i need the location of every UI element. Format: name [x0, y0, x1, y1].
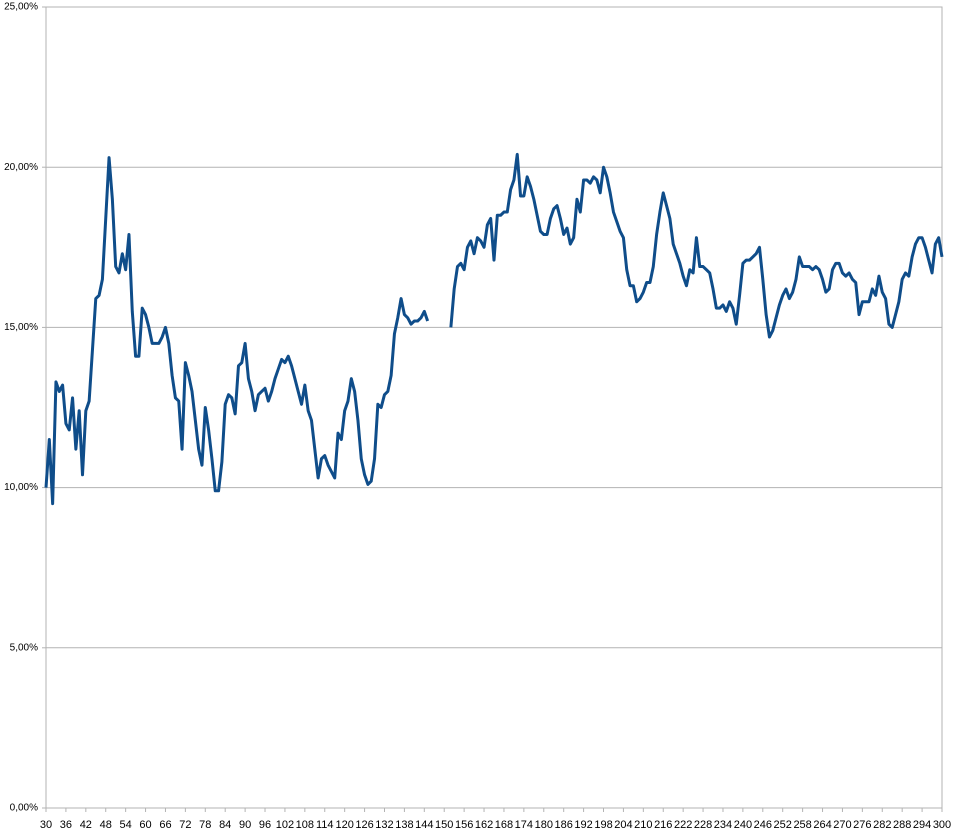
x-tick-label: 264	[813, 819, 831, 831]
x-tick-label: 114	[316, 819, 334, 831]
x-tick-label: 168	[495, 819, 513, 831]
y-tick-label: 5,00%	[10, 642, 38, 653]
x-tick-label: 150	[435, 819, 453, 831]
x-tick-label: 30	[40, 819, 52, 831]
x-tick-label: 54	[120, 819, 132, 831]
x-tick-label: 132	[375, 819, 393, 831]
x-tick-label: 276	[853, 819, 871, 831]
data-line	[44, 152, 944, 506]
x-tick-label: 78	[199, 819, 211, 831]
x-tick-label: 222	[674, 819, 692, 831]
y-tick-label: 0,00%	[10, 803, 38, 814]
y-tick-label: 20,00%	[4, 162, 38, 173]
x-tick-label: 246	[754, 819, 772, 831]
x-tick-label: 294	[913, 819, 931, 831]
x-tick-label: 102	[276, 819, 294, 831]
x-tick-label: 282	[873, 819, 891, 831]
y-tick-label: 15,00%	[4, 322, 38, 333]
x-tick-label: 198	[594, 819, 612, 831]
x-tick-label: 234	[714, 819, 732, 831]
x-tick-label: 180	[535, 819, 553, 831]
x-tick-label: 96	[259, 819, 271, 831]
x-tick-label: 252	[774, 819, 792, 831]
x-tick-label: 204	[614, 819, 632, 831]
x-tick-label: 270	[833, 819, 851, 831]
x-tick-label: 120	[335, 819, 353, 831]
x-tick-label: 84	[219, 819, 231, 831]
x-tick-label: 300	[933, 819, 951, 831]
x-tick-label: 42	[80, 819, 92, 831]
x-tick-label: 258	[793, 819, 811, 831]
x-tick-label: 228	[694, 819, 712, 831]
x-tick-label: 174	[515, 819, 533, 831]
x-tick-label: 90	[239, 819, 251, 831]
x-tick-label: 162	[475, 819, 493, 831]
x-tick-label: 192	[574, 819, 592, 831]
x-tick-label: 288	[893, 819, 911, 831]
x-tick-label: 126	[355, 819, 373, 831]
x-tick-label: 66	[159, 819, 171, 831]
x-tick-label: 156	[455, 819, 473, 831]
x-tick-label: 210	[634, 819, 652, 831]
x-tick-label: 240	[734, 819, 752, 831]
x-tick-label: 108	[296, 819, 314, 831]
x-tick-label: 48	[100, 819, 112, 831]
x-tick-label: 36	[60, 819, 72, 831]
x-tick-label: 138	[395, 819, 413, 831]
x-tick-label: 216	[654, 819, 672, 831]
y-tick-label: 25,00%	[4, 2, 38, 13]
x-tick-label: 144	[415, 819, 433, 831]
x-tick-label: 60	[139, 819, 151, 831]
x-tick-label: 72	[179, 819, 191, 831]
y-tick-label: 10,00%	[4, 482, 38, 493]
x-tick-label: 186	[555, 819, 573, 831]
